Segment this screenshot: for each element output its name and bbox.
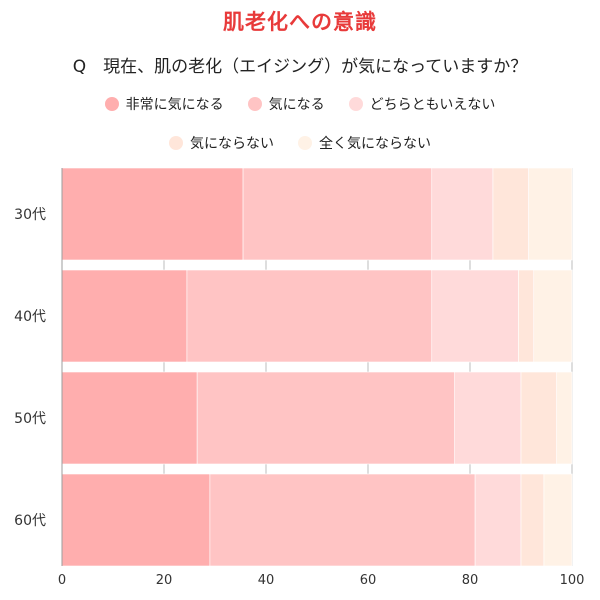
legend-swatch: [348, 97, 363, 111]
bar-segment: [474, 473, 522, 567]
legend-label: 全く気にならない: [319, 136, 431, 152]
bar-segment: [543, 473, 573, 567]
bar-segment: [520, 371, 558, 465]
legend-label: 気になる: [268, 97, 325, 113]
bar-segment: [186, 269, 433, 363]
legend-swatch: [104, 97, 119, 111]
bar-segment: [431, 167, 494, 261]
legend-swatch: [169, 136, 183, 150]
category-label: 30代: [14, 207, 46, 223]
x-tick-label: 80: [462, 573, 479, 588]
legend-item-concerned: 気になる: [247, 94, 325, 114]
legend-item-not-at-all: 全く気にならない: [298, 133, 431, 153]
bar-segment: [61, 167, 244, 261]
bar-segment: [61, 473, 211, 567]
x-tick-label: 100: [560, 573, 585, 588]
bar-segment: [520, 473, 545, 567]
chart-subtitle: Q 現在、肌の老化（エイジング）が気になっていますか？: [72, 57, 528, 77]
legend-row-2: 気にならない 全く気にならない: [0, 133, 600, 153]
bar-segment: [242, 167, 433, 261]
bar-segment: [492, 167, 529, 261]
category-label: 50代: [14, 411, 46, 427]
legend-label: 非常に気になる: [125, 97, 224, 113]
bar-segment: [454, 371, 522, 465]
bar-segment: [556, 371, 573, 465]
legend-swatch: [298, 136, 312, 150]
legend-item-neutral: どちらともいえない: [348, 94, 496, 114]
x-tick-label: 60: [360, 573, 377, 588]
bar-segment: [528, 167, 573, 261]
x-tick-label: 20: [156, 573, 173, 588]
legend-label: どちらともいえない: [369, 97, 496, 113]
bar-segment: [196, 371, 455, 465]
legend-label: 気にならない: [190, 136, 274, 152]
bar-segment: [61, 371, 198, 465]
chart-title: 肌老化への意識: [223, 10, 377, 34]
bar-segment: [61, 269, 188, 363]
category-label: 60代: [14, 513, 46, 529]
bar-segment: [518, 269, 535, 363]
bar-segment: [533, 269, 573, 363]
legend-row-1: 非常に気になる 気になる どちらともいえない: [0, 94, 600, 114]
legend-item-not-concerned: 気にならない: [169, 133, 274, 153]
x-tick-label: 0: [58, 573, 66, 588]
x-tick-label: 40: [258, 573, 275, 588]
legend-swatch: [247, 97, 262, 111]
legend-item-very-concerned: 非常に気になる: [104, 94, 224, 114]
bar-segment: [431, 269, 519, 363]
bar-segment: [209, 473, 476, 567]
category-label: 40代: [14, 309, 46, 325]
